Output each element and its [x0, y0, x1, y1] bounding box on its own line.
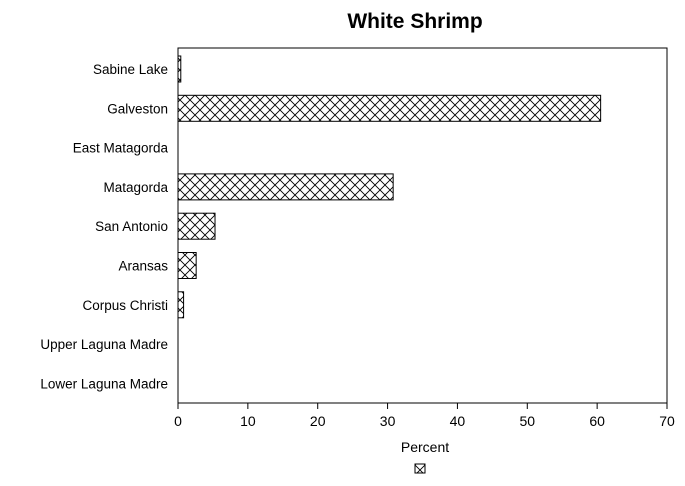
x-tick-label-60: 60 — [589, 413, 605, 429]
category-labels: Sabine Lake Galveston East Matagorda Matago… — [40, 62, 168, 391]
plot-frame — [177, 47, 668, 404]
legend-swatch — [414, 463, 426, 474]
x-tick-label-30: 30 — [380, 413, 396, 429]
x-tick-label-70: 70 — [659, 413, 675, 429]
category-label-aransas: Aransas — [118, 259, 168, 274]
x-axis-ticks: 0 10 20 30 40 50 60 70 — [174, 403, 675, 429]
x-axis-label: Percent — [401, 439, 449, 455]
category-label-galveston: Galveston — [107, 101, 168, 116]
category-label-east-matagorda: East Matagorda — [73, 141, 169, 156]
bar-corpus-christi — [177, 291, 185, 319]
bar-aransas — [177, 252, 197, 279]
bar-matagorda — [177, 173, 394, 201]
category-label-sabine-lake: Sabine Lake — [93, 62, 168, 77]
x-tick-label-20: 20 — [310, 413, 326, 429]
x-tick-label-50: 50 — [519, 413, 535, 429]
legend — [414, 463, 426, 474]
category-label-lower-laguna-madre: Lower Laguna Madre — [40, 376, 168, 391]
category-label-corpus-christi: Corpus Christi — [82, 298, 168, 313]
category-label-matagorda: Matagorda — [103, 180, 168, 195]
category-label-san-antonio: San Antonio — [95, 219, 168, 234]
bar-san-antonio — [177, 212, 216, 240]
x-tick-label-10: 10 — [240, 413, 256, 429]
x-tick-label-0: 0 — [174, 413, 182, 429]
x-tick-label-40: 40 — [450, 413, 466, 429]
chart-title: White Shrimp — [347, 10, 482, 33]
category-label-upper-laguna-madre: Upper Laguna Madre — [40, 337, 168, 352]
bar-galveston — [177, 94, 602, 122]
bars-layer — [177, 55, 602, 319]
